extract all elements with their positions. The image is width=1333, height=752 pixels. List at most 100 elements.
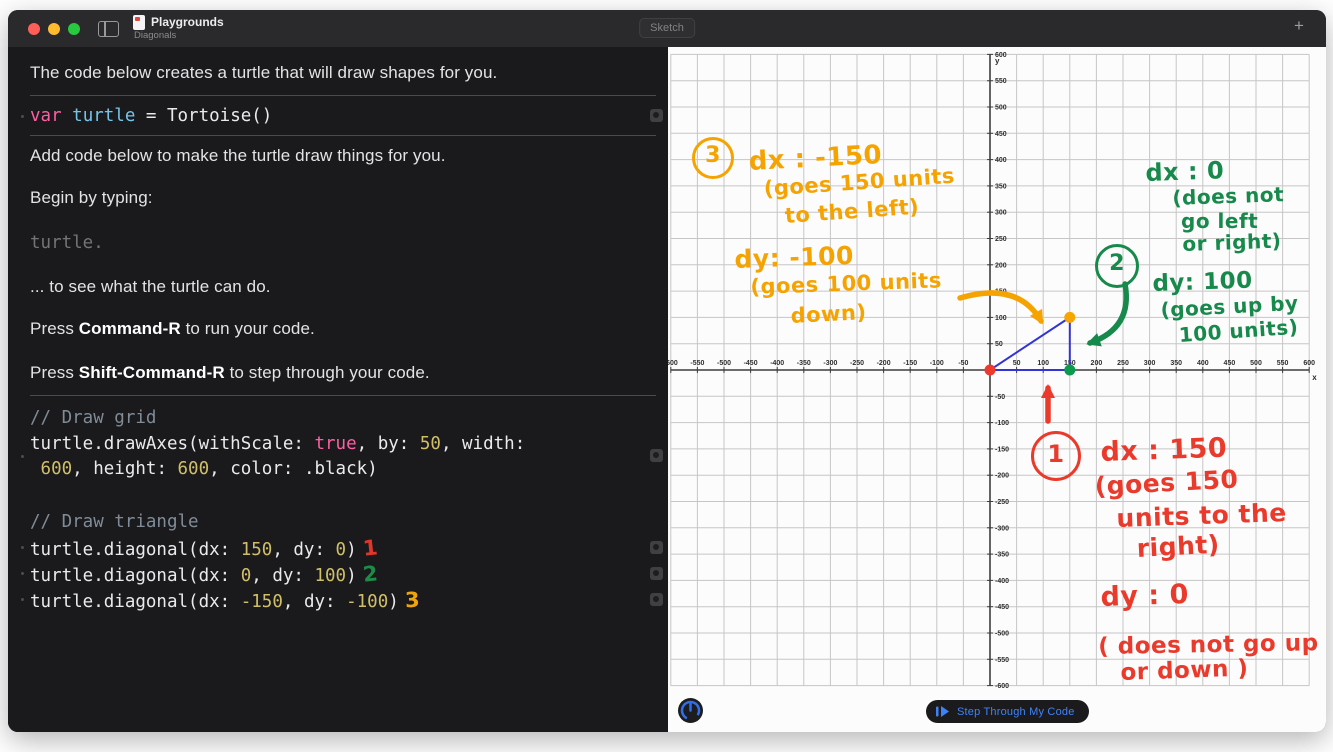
line-marker-dot [21,115,24,118]
code-token: Press [30,363,79,382]
svg-text:-300: -300 [823,360,837,367]
prose-line: Begin by typing: [30,188,153,208]
code-line-var-turtle[interactable]: var turtle = Tortoise() [30,103,272,129]
svg-text:-600: -600 [668,360,678,367]
code-token: true [314,434,357,454]
code-token: , by: [356,434,420,454]
svg-text:250: 250 [1117,360,1129,367]
code-token: -100 [346,592,389,612]
svg-text:-50: -50 [958,360,968,367]
prose-line: The code below creates a turtle that wil… [30,63,497,83]
prose-line: Press Command-R to run your code. [30,319,315,339]
zoom-button[interactable] [68,22,80,35]
code-line-diagonal-1[interactable]: turtle.diagonal(dx: 150, dy: 0) 1 [30,535,379,563]
code-token: , color: .black) [209,459,378,479]
code-token [30,459,41,479]
svg-text:350: 350 [1170,360,1182,367]
handwriting-note: dy : 0 [1100,578,1190,613]
step-button-label: Step Through My Code [957,705,1075,718]
code-token: 1 [361,535,379,561]
window-subtitle: Diagonals [134,30,177,42]
svg-text:500: 500 [995,105,1007,112]
svg-text:y: y [995,56,1000,65]
svg-text:-200: -200 [995,473,1009,480]
svg-text:-500: -500 [995,631,1009,638]
circled-number: 2 [1095,244,1139,288]
code-token: ) [346,540,357,560]
gauge-icon [680,700,701,721]
svg-text:-250: -250 [850,360,864,367]
code-token: , width: [440,434,526,454]
svg-text:600: 600 [1303,360,1315,367]
svg-text:x: x [1312,373,1317,382]
code-token: Press [30,319,79,338]
comment-draw-triangle[interactable]: // Draw triangle [30,512,199,532]
svg-text:100: 100 [995,315,1007,322]
code-line-diagonal-3[interactable]: turtle.diagonal(dx: -150, dy: -100) 3 [30,587,421,615]
sidebar-toggle-icon[interactable] [98,20,119,37]
svg-text:300: 300 [995,210,1007,217]
code-token: to step through your code. [224,363,430,382]
step-through-code-button[interactable]: Step Through My Code [926,700,1089,723]
svg-text:200: 200 [995,262,1007,269]
code-editor[interactable]: The code below creates a turtle that wil… [8,47,668,732]
svg-text:-200: -200 [877,360,891,367]
handwriting-note: right) [1136,529,1221,563]
code-line-drawaxes-2[interactable]: 600, height: 600, color: .black) [30,456,378,482]
quicklook-result-icon[interactable] [650,109,663,122]
svg-text:250: 250 [995,236,1007,243]
svg-text:-550: -550 [690,360,704,367]
minimize-button[interactable] [48,22,60,35]
code-token: Command-R [78,319,181,338]
code-token [62,106,73,126]
window-title-block: Playgrounds Diagonals [133,15,224,41]
quicklook-result-icon[interactable] [650,567,663,580]
playground-document-icon [133,15,145,31]
svg-text:-350: -350 [797,360,811,367]
svg-text:550: 550 [995,78,1007,85]
playgrounds-window: Playgrounds Diagonals Sketch + The code … [8,10,1326,732]
circled-number: 1 [1031,431,1081,481]
code-token: , dy: [282,592,347,612]
divider [30,395,656,396]
code-line-diagonal-2[interactable]: turtle.diagonal(dx: 0, dy: 100) 2 [30,561,379,589]
svg-text:450: 450 [1224,360,1236,367]
svg-text:-450: -450 [995,604,1009,611]
handwriting-note: dy: 100 [1152,267,1254,297]
svg-text:100: 100 [1037,360,1049,367]
toolbar: Playgrounds Diagonals Sketch + [8,10,1326,48]
sketch-button[interactable]: Sketch [639,18,695,38]
svg-text:350: 350 [995,183,1007,190]
add-button[interactable]: + [1294,16,1304,35]
comment-draw-grid[interactable]: // Draw grid [30,408,157,428]
code-hint-turtle: turtle. [30,233,104,253]
code-token: 600 [40,459,73,479]
code-token: 2 [361,561,379,587]
code-token: turtle.diagonal(dx: [30,540,241,560]
close-button[interactable] [28,22,40,35]
code-token: 0 [240,566,252,586]
svg-text:-600: -600 [995,683,1009,690]
prose-line: ... to see what the turtle can do. [30,277,271,297]
handwriting-note: dx : 150 [1100,432,1228,468]
svg-text:450: 450 [995,131,1007,138]
svg-text:50: 50 [1013,360,1021,367]
quicklook-result-icon[interactable] [650,449,663,462]
code-token: turtle.diagonal(dx: [30,566,241,586]
code-token: 150 [240,540,273,560]
code-token: -150 [240,592,283,612]
svg-text:-50: -50 [995,394,1005,401]
speed-gauge-button[interactable] [678,698,703,723]
code-token: 3 [404,587,421,613]
quicklook-result-icon[interactable] [650,593,663,606]
quicklook-result-icon[interactable] [650,541,663,554]
svg-text:-400: -400 [770,360,784,367]
code-line-drawaxes-1[interactable]: turtle.drawAxes(withScale: true, by: 50,… [30,431,525,457]
code-token: 0 [335,540,347,560]
svg-text:-250: -250 [995,499,1009,506]
svg-text:550: 550 [1277,360,1289,367]
code-token: , dy: [272,540,336,560]
handwriting-note: units to the [1116,498,1288,533]
svg-text:-100: -100 [930,360,944,367]
